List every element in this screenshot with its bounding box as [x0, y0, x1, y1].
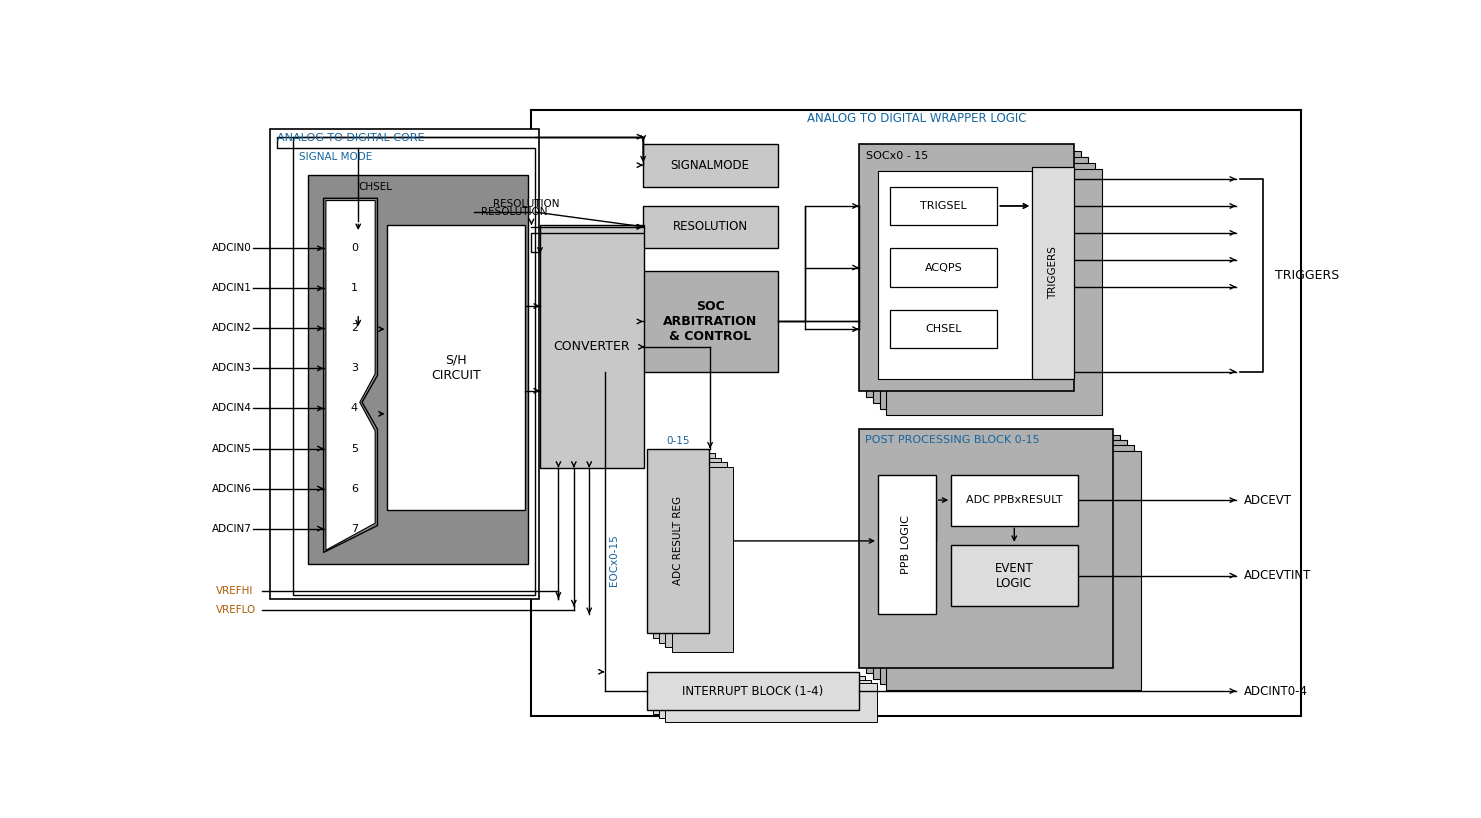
Text: EOCx0-15: EOCx0-15 — [609, 534, 619, 586]
Bar — [665, 462, 727, 647]
Text: CHSEL: CHSEL — [358, 182, 392, 191]
Bar — [866, 151, 1081, 397]
Text: 0: 0 — [351, 243, 358, 254]
Bar — [880, 446, 1133, 684]
Text: SIGNAL MODE: SIGNAL MODE — [299, 152, 372, 163]
Polygon shape — [323, 198, 378, 552]
Bar — [541, 225, 644, 468]
Bar — [890, 249, 997, 287]
Bar — [878, 475, 936, 614]
Bar — [643, 144, 778, 187]
Bar — [308, 175, 527, 564]
Text: PPB LOGIC: PPB LOGIC — [902, 515, 911, 574]
Bar — [665, 683, 877, 721]
Text: 7: 7 — [351, 524, 358, 533]
Bar — [859, 429, 1112, 668]
Bar — [880, 163, 1094, 409]
Text: ADCIN4: ADCIN4 — [212, 403, 252, 413]
Text: ANALOG TO DIGITAL WRAPPER LOGIC: ANALOG TO DIGITAL WRAPPER LOGIC — [807, 112, 1026, 125]
Text: ADC PPBxRESULT: ADC PPBxRESULT — [966, 495, 1062, 505]
Text: S/H
CIRCUIT: S/H CIRCUIT — [431, 353, 481, 382]
Text: 2: 2 — [351, 323, 358, 334]
Text: INTERRUPT BLOCK (1-4): INTERRUPT BLOCK (1-4) — [681, 685, 823, 698]
Text: VREFHI: VREFHI — [216, 586, 253, 596]
Bar — [659, 680, 871, 718]
Text: ACQPS: ACQPS — [924, 263, 963, 272]
Text: CHSEL: CHSEL — [926, 324, 961, 335]
Text: 3: 3 — [351, 363, 358, 374]
Bar — [1032, 168, 1074, 380]
Text: ADC RESULT REG: ADC RESULT REG — [672, 497, 683, 586]
Text: 1: 1 — [351, 283, 358, 294]
Text: POST PROCESSING BLOCK 0-15: POST PROCESSING BLOCK 0-15 — [865, 435, 1040, 445]
Text: ADCIN1: ADCIN1 — [212, 283, 252, 294]
Text: 5: 5 — [351, 443, 358, 453]
Bar — [951, 475, 1078, 525]
Text: 0-15: 0-15 — [666, 436, 690, 446]
Text: ADCIN0: ADCIN0 — [212, 243, 252, 254]
Text: RESOLUTION: RESOLUTION — [481, 207, 548, 217]
Text: ADCIN2: ADCIN2 — [212, 323, 252, 334]
Bar — [890, 187, 997, 225]
Text: ADCIN5: ADCIN5 — [212, 443, 252, 453]
Bar — [671, 467, 733, 652]
Text: ADCIN6: ADCIN6 — [212, 483, 252, 493]
Bar — [647, 672, 859, 710]
Bar — [951, 545, 1078, 606]
Bar — [647, 448, 708, 633]
Bar — [653, 453, 715, 638]
Text: SOCx0 - 15: SOCx0 - 15 — [866, 151, 929, 161]
Text: RESOLUTION: RESOLUTION — [493, 200, 560, 209]
Text: ADCINT0-4: ADCINT0-4 — [1244, 685, 1308, 698]
Text: ADCIN7: ADCIN7 — [212, 524, 252, 533]
Text: ANALOG TO DIGITAL CORE: ANALOG TO DIGITAL CORE — [277, 133, 425, 143]
Bar — [388, 225, 524, 510]
Bar — [653, 676, 865, 714]
Bar — [887, 169, 1102, 416]
Text: TRIGSEL: TRIGSEL — [920, 201, 967, 211]
Bar — [643, 272, 778, 371]
Text: VREFLO: VREFLO — [216, 605, 256, 615]
Bar — [872, 440, 1127, 679]
Bar — [890, 310, 997, 348]
Text: SOC
ARBITRATION
& CONTROL: SOC ARBITRATION & CONTROL — [663, 300, 757, 343]
Bar — [872, 157, 1089, 403]
Bar — [878, 171, 1032, 380]
Text: RESOLUTION: RESOLUTION — [672, 220, 748, 233]
Text: ADCEVTINT: ADCEVTINT — [1244, 569, 1311, 582]
Bar — [293, 148, 535, 595]
Bar — [643, 206, 778, 249]
Bar — [887, 451, 1140, 690]
Text: TRIGGERS: TRIGGERS — [1047, 246, 1057, 299]
Polygon shape — [326, 200, 375, 551]
Text: 6: 6 — [351, 483, 358, 493]
Bar — [859, 144, 1074, 391]
Text: CONVERTER: CONVERTER — [554, 340, 629, 353]
Text: SIGNALMODE: SIGNALMODE — [671, 159, 749, 172]
Bar — [866, 434, 1120, 673]
Text: ADCEVT: ADCEVT — [1244, 493, 1291, 506]
Bar — [270, 129, 539, 599]
Text: ADCIN3: ADCIN3 — [212, 363, 252, 374]
Text: EVENT
LOGIC: EVENT LOGIC — [995, 562, 1034, 590]
Bar — [659, 458, 721, 643]
Text: TRIGGERS: TRIGGERS — [1275, 269, 1339, 281]
Text: 4: 4 — [351, 403, 358, 413]
Bar — [532, 110, 1302, 717]
